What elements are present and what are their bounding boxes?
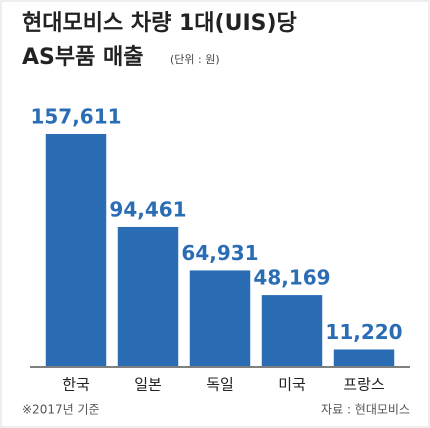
note: ※2017년 기준 bbox=[22, 403, 100, 417]
source: 자료 : 현대모비스 bbox=[321, 403, 410, 417]
value-label: 157,611 bbox=[30, 105, 121, 129]
bar bbox=[45, 134, 107, 366]
value-label: 48,169 bbox=[253, 266, 330, 290]
bar bbox=[261, 295, 323, 366]
bar bbox=[333, 349, 395, 366]
value-label: 94,461 bbox=[109, 197, 186, 221]
x-tick-label: 미국 bbox=[278, 376, 306, 394]
chart-title: 현대모비스 차량 1대(UIS)당 bbox=[22, 11, 297, 36]
bar bbox=[117, 226, 179, 366]
chart-subtitle: AS부품 매출 bbox=[22, 45, 144, 70]
value-label: 64,931 bbox=[181, 241, 258, 265]
value-label: 11,220 bbox=[325, 320, 402, 344]
x-tick-label: 독일 bbox=[206, 376, 234, 394]
unit-label: (단위 : 원) bbox=[170, 53, 220, 66]
x-tick-label: 한국 bbox=[62, 376, 90, 394]
bar bbox=[189, 270, 251, 366]
x-tick-label: 프랑스 bbox=[343, 376, 385, 394]
x-tick-label: 일본 bbox=[134, 376, 162, 394]
